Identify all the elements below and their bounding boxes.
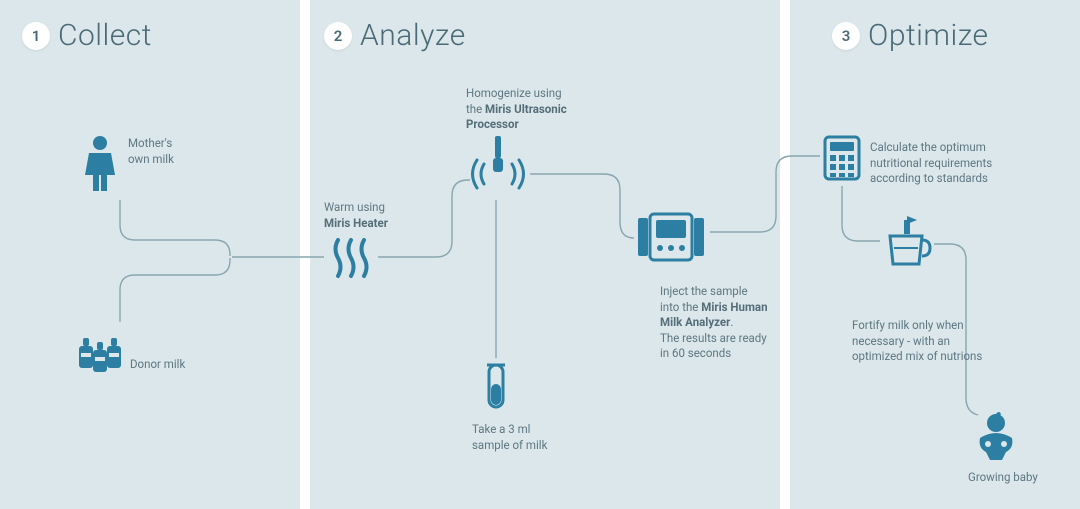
homogenize-label: Homogenize usingthe Miris Ultrasonic Pro… <box>466 86 616 133</box>
panel-gap-2 <box>780 0 790 509</box>
heat-waves-icon <box>330 236 372 280</box>
baby-label: Growing baby <box>968 470 1038 486</box>
calc-label: Calculate the optimumnutritional require… <box>870 140 1030 187</box>
panel-gap-1 <box>300 0 310 509</box>
analyzer-label: Inject the sampleinto the Miris Human Mi… <box>660 284 790 362</box>
mixer-icon <box>884 214 932 270</box>
step-title-3: Optimize <box>868 18 989 53</box>
step-badge-1: 1 <box>22 22 50 50</box>
sample-label: Take a 3 mlsample of milk <box>472 422 547 453</box>
ultrasonic-icon <box>470 134 526 198</box>
fortify-label: Fortify milk only whennecessary - with a… <box>852 318 1022 365</box>
baby-icon <box>972 412 1020 462</box>
mother-label: Mother'sown milk <box>128 136 174 167</box>
donor-label: Donor milk <box>130 357 185 373</box>
step-title-2: Analyze <box>360 18 466 53</box>
bottles-icon <box>75 328 125 374</box>
step-title-1: Collect <box>58 18 152 53</box>
panel-optimize <box>790 0 1080 509</box>
mother-icon <box>80 135 120 195</box>
calculator-icon <box>822 134 862 182</box>
panel-collect <box>0 0 300 509</box>
heater-label: Warm usingMiris Heater <box>324 200 388 231</box>
step-badge-3: 3 <box>832 22 860 50</box>
step-badge-2: 2 <box>324 22 352 50</box>
analyzer-icon <box>636 210 706 264</box>
tube-icon <box>485 362 507 410</box>
